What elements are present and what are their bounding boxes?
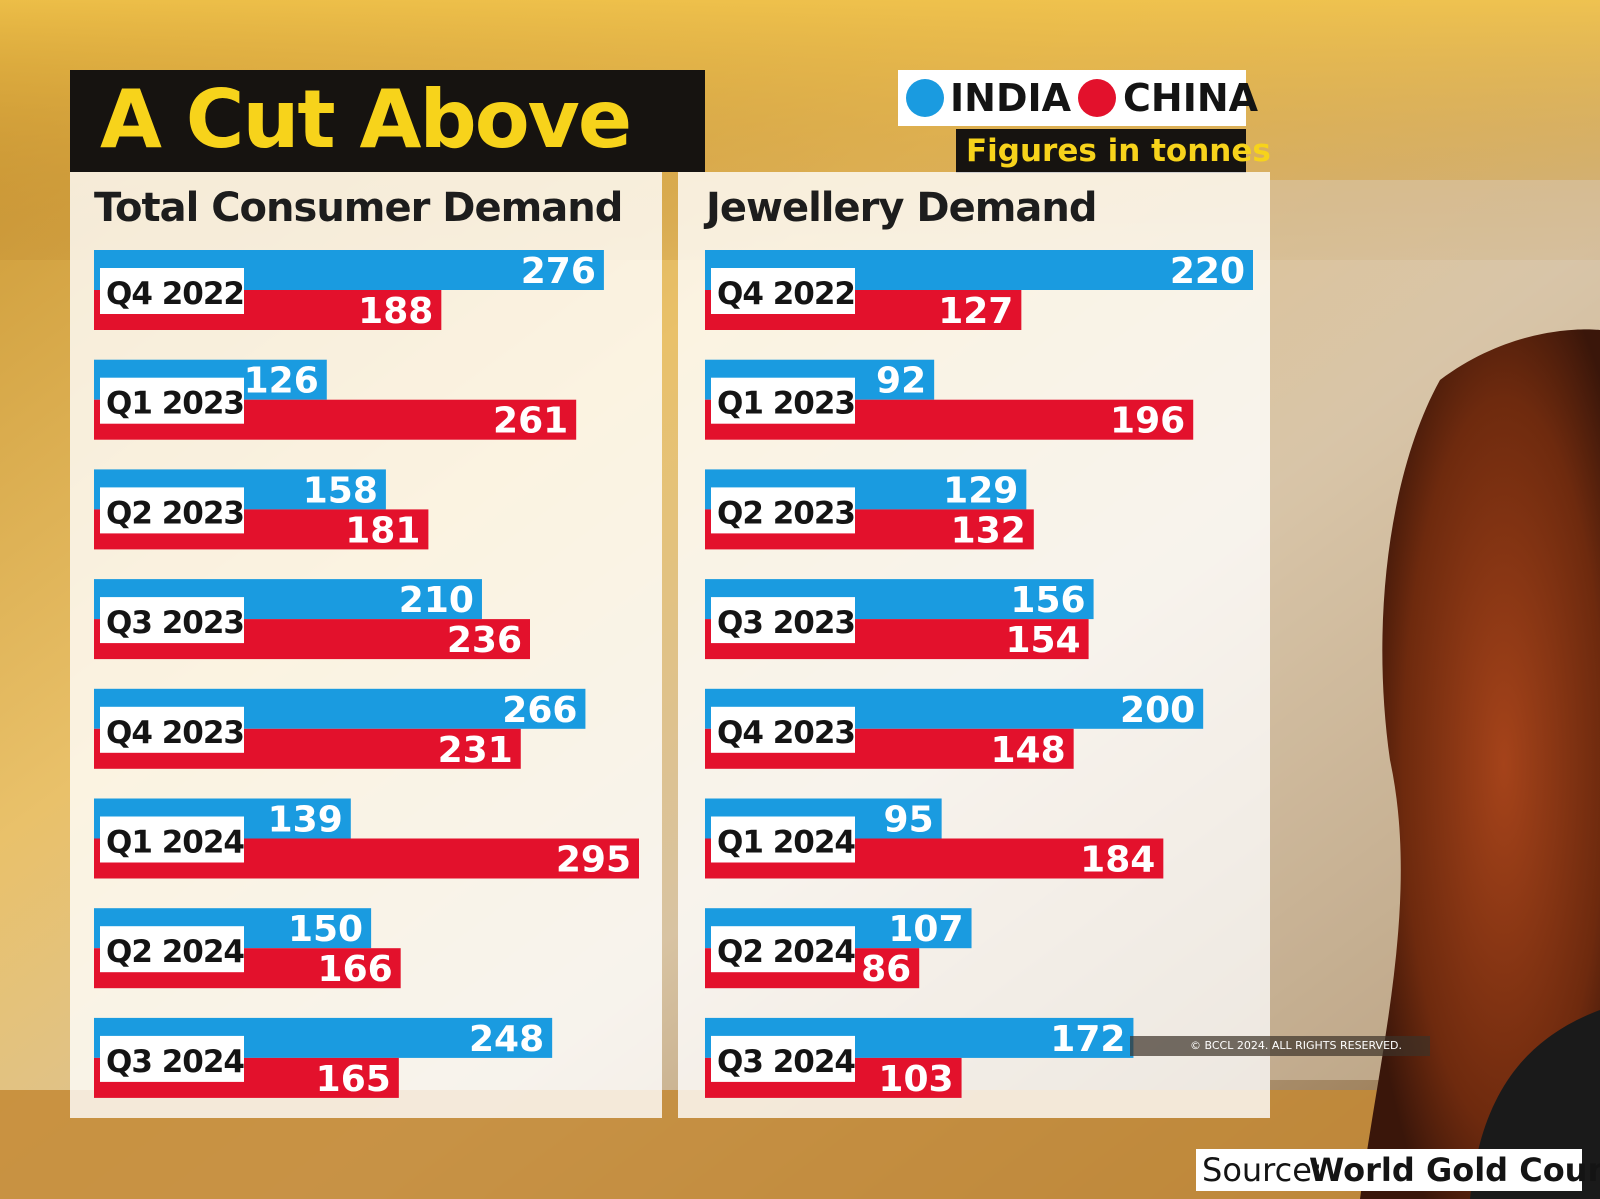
total-value-china-3: 236 [447, 620, 522, 661]
total-value-china-1: 261 [493, 401, 568, 442]
panel-title-total-consumer-demand: Total Consumer Demand [94, 185, 623, 231]
jewellery-category-label-5: Q1 2024 [717, 825, 855, 861]
jewellery-value-india-7: 172 [1050, 1019, 1125, 1060]
total-category-label-4: Q4 2023 [106, 715, 244, 751]
china-legend-dot-icon [1078, 79, 1116, 117]
total-category-box-1 [100, 377, 244, 424]
copyright-strip: © BCCL 2024. ALL RIGHTS RESERVED. [1130, 1036, 1430, 1056]
jewellery-value-china-3: 154 [1005, 620, 1080, 661]
jewellery-category-box-3 [711, 597, 855, 644]
source-value: World Gold Council [1309, 1151, 1600, 1189]
jewellery-category-box-2 [711, 487, 855, 534]
chart-title: A Cut Above [100, 73, 632, 166]
source-label: Source: [1202, 1151, 1323, 1189]
copyright-text: © BCCL 2024. ALL RIGHTS RESERVED. [1190, 1039, 1402, 1052]
jewellery-category-label-1: Q1 2023 [717, 386, 855, 422]
jewellery-value-india-4: 200 [1120, 690, 1195, 731]
jewellery-value-india-2: 129 [943, 470, 1018, 511]
total-category-label-7: Q3 2024 [106, 1044, 244, 1080]
jewellery-value-china-2: 132 [951, 510, 1026, 551]
total-category-label-3: Q3 2023 [106, 605, 244, 641]
total-category-box-0 [100, 268, 244, 314]
legend: INDIA CHINA [898, 70, 1258, 126]
total-category-box-7 [100, 1035, 244, 1082]
jewellery-category-box-0 [711, 268, 855, 314]
total-value-china-6: 166 [318, 949, 393, 990]
jewellery-value-india-5: 95 [884, 800, 934, 841]
legend-label-india: INDIA [950, 76, 1072, 120]
total-value-china-4: 231 [438, 730, 513, 771]
total-category-label-5: Q1 2024 [106, 825, 244, 861]
total-value-china-5: 295 [556, 840, 631, 881]
total-value-india-5: 139 [268, 800, 343, 841]
total-category-label-0: Q4 2022 [106, 276, 244, 312]
total-value-india-7: 248 [469, 1019, 544, 1060]
total-category-box-2 [100, 487, 244, 534]
jewellery-value-india-3: 156 [1010, 580, 1085, 621]
total-value-india-3: 210 [399, 580, 474, 621]
total-value-india-0: 276 [521, 251, 596, 292]
jewellery-category-label-4: Q4 2023 [717, 715, 855, 751]
total-value-india-1: 126 [244, 361, 319, 402]
total-category-box-6 [100, 926, 244, 973]
legend-label-china: CHINA [1123, 76, 1259, 120]
jewellery-category-label-6: Q2 2024 [717, 934, 855, 970]
total-category-label-6: Q2 2024 [106, 934, 244, 970]
jewellery-value-china-0: 127 [938, 291, 1013, 332]
jewellery-value-china-4: 148 [990, 730, 1065, 771]
jewellery-category-box-4 [711, 706, 855, 753]
total-value-india-4: 266 [502, 690, 577, 731]
jewellery-value-india-1: 92 [876, 361, 926, 402]
total-value-india-6: 150 [288, 909, 363, 950]
jewellery-value-india-0: 220 [1170, 251, 1245, 292]
jewellery-value-china-7: 103 [878, 1059, 953, 1100]
jewellery-category-label-7: Q3 2024 [717, 1044, 855, 1080]
title-banner: A Cut Above [70, 70, 705, 172]
jewellery-category-box-1 [711, 377, 855, 424]
source-credit: Source: World Gold Council [1196, 1149, 1600, 1191]
units-note: Figures in tonnes [966, 133, 1271, 169]
total-category-box-3 [100, 597, 244, 644]
total-category-label-1: Q1 2023 [106, 386, 244, 422]
jewellery-category-box-7 [711, 1035, 855, 1082]
panel-title-jewellery-demand: Jewellery Demand [706, 185, 1097, 231]
jewellery-category-label-0: Q4 2022 [717, 276, 855, 312]
jewellery-value-china-1: 196 [1110, 401, 1185, 442]
total-value-china-0: 188 [358, 291, 433, 332]
jewellery-category-box-6 [711, 926, 855, 973]
total-category-box-4 [100, 706, 244, 753]
india-legend-dot-icon [906, 79, 944, 117]
total-value-india-2: 158 [303, 470, 378, 511]
jewellery-category-label-3: Q3 2023 [717, 605, 855, 641]
jewellery-value-china-6: 86 [861, 949, 911, 990]
jewellery-value-india-6: 107 [888, 909, 963, 950]
jewellery-category-box-5 [711, 816, 855, 863]
total-category-box-5 [100, 816, 244, 863]
total-value-china-7: 165 [316, 1059, 391, 1100]
units-note-box: Figures in tonnes [956, 129, 1271, 173]
total-value-china-2: 181 [345, 510, 420, 551]
total-category-label-2: Q2 2023 [106, 495, 244, 531]
jewellery-value-china-5: 184 [1080, 840, 1155, 881]
jewellery-category-label-2: Q2 2023 [717, 495, 855, 531]
